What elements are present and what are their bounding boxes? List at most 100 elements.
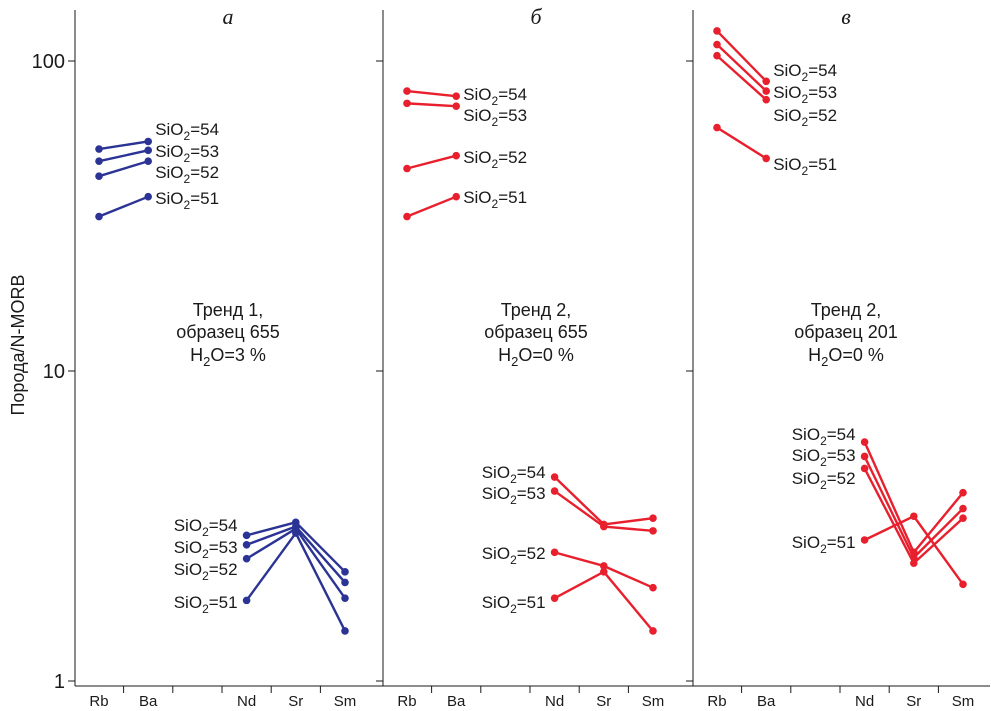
data-point [452, 192, 461, 201]
data-point [762, 87, 770, 95]
data-point [403, 87, 411, 95]
series-line [98, 149, 149, 163]
series-label: SiO2=51 [174, 593, 238, 616]
data-point [341, 627, 349, 635]
data-point [292, 529, 300, 537]
data-point [144, 192, 152, 201]
data-point [959, 504, 967, 513]
series-sio2-52: SiO2=52 SiO2=52 [95, 157, 349, 602]
data-point [452, 102, 461, 110]
series-line [98, 195, 149, 218]
series-label: SiO2=51 [155, 189, 219, 212]
data-point [550, 548, 559, 557]
data-point [762, 95, 770, 104]
data-point [95, 172, 103, 180]
data-point [860, 438, 869, 446]
series-label: SiO2=54 [792, 425, 856, 448]
data-point [713, 51, 721, 60]
data-point [341, 568, 349, 576]
panel-annotation-line3: H2O=0 % [808, 345, 884, 369]
x-tick-label: Rb [89, 693, 108, 710]
series-label: SiO2=51 [463, 188, 527, 211]
data-point [550, 594, 559, 602]
data-point [95, 212, 103, 221]
series-line [716, 126, 767, 160]
series-line [406, 89, 457, 98]
x-tick-label: Ba [447, 693, 466, 710]
y-axis-label: Порода/N-MORB [8, 274, 28, 415]
series-line [406, 195, 457, 218]
series-label: SiO2=53 [773, 83, 837, 106]
data-point [910, 559, 918, 567]
data-point [95, 157, 103, 166]
series-line [716, 30, 768, 83]
data-point [144, 157, 152, 166]
series-label: SiO2=52 [174, 560, 238, 583]
series-label: SiO2=52 [792, 469, 856, 492]
panel-annotation-line1: Тренд 2, [811, 300, 881, 320]
panel-letter: а [223, 4, 234, 29]
panel-annotation-line2: образец 655 [484, 322, 588, 342]
series-label: SiO2=54 [773, 61, 837, 84]
x-tick-label: Nd [237, 693, 256, 710]
panel-letter: б [530, 4, 542, 29]
series-line [863, 455, 964, 559]
data-point [341, 578, 349, 587]
data-point [959, 514, 967, 523]
data-point [242, 541, 251, 549]
series-line [406, 154, 457, 170]
x-tick-label: Nd [855, 693, 874, 710]
x-tick-label: Sr [288, 693, 303, 710]
y-tick-label: 1 [54, 671, 65, 693]
data-point [403, 212, 411, 221]
series-label: SiO2=52 [482, 544, 546, 567]
series-label: SiO2=53 [792, 446, 856, 469]
data-point [860, 452, 869, 461]
data-point [713, 123, 721, 132]
series-label: SiO2=53 [463, 106, 527, 129]
x-tick-label: Ba [757, 693, 776, 710]
series-label: SiO2=54 [155, 120, 219, 143]
series-sio2-52: SiO2=52 SiO2=52 [713, 51, 967, 567]
y-tick-label: 100 [32, 51, 65, 73]
x-tick-label: Nd [545, 693, 564, 710]
data-point [600, 522, 608, 531]
data-point [144, 146, 152, 155]
x-tick-label: Rb [707, 693, 726, 710]
series-label: SiO2=53 [482, 484, 546, 507]
series-line [98, 140, 149, 151]
data-point [403, 164, 411, 173]
series-label: SiO2=52 [463, 148, 527, 171]
data-point [713, 27, 721, 35]
series-line [245, 531, 347, 632]
data-point [910, 512, 918, 521]
panel-annotation-line3: H2O=3 % [190, 345, 266, 369]
panel-annotation-line1: Тренд 1, [193, 300, 263, 320]
data-point [959, 580, 967, 589]
series-label: SiO2=54 [174, 516, 238, 539]
series-sio2-53: SiO2=53 SiO2=53 [403, 99, 657, 535]
data-point [600, 568, 608, 576]
panel-letter: в [841, 4, 851, 29]
data-point [242, 554, 251, 563]
series-line [716, 54, 768, 101]
x-tick-label: Sm [642, 693, 665, 710]
panel-annotation-line1: Тренд 2, [501, 300, 571, 320]
data-point [649, 583, 657, 592]
data-point [649, 527, 657, 535]
data-point [452, 92, 461, 100]
series-label: SiO2=51 [792, 533, 856, 556]
series-sio2-53: SiO2=53 SiO2=53 [713, 40, 967, 562]
data-point [550, 487, 559, 495]
data-point [403, 99, 411, 108]
y-tick-label: 10 [43, 361, 65, 383]
panel-annotation-line3: H2O=0 % [498, 345, 574, 369]
data-point [860, 464, 869, 473]
data-point [95, 145, 103, 153]
data-point [144, 137, 152, 146]
x-tick-label: Ba [139, 693, 158, 710]
axes-frame: 1 10 100 [32, 10, 990, 693]
series-sio2-51: SiO2=51 SiO2=51 [713, 123, 967, 589]
